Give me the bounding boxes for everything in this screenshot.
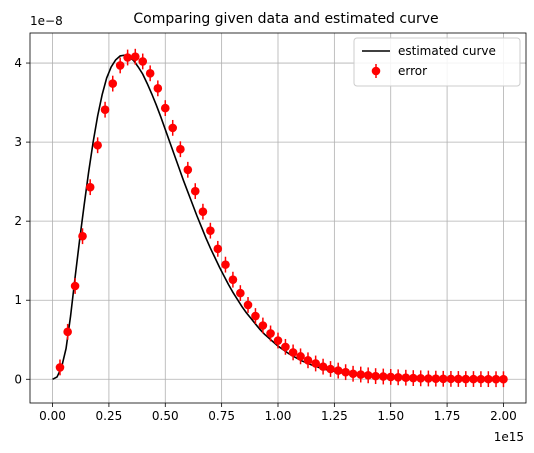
error-point [258,321,268,330]
x-tick-label: 1.50 [377,409,404,423]
x-tick-label: 0.25 [96,409,123,423]
error-point [243,300,253,310]
error-point [123,53,132,62]
error-point [431,374,441,383]
error-point [378,372,388,381]
error-point [266,329,275,338]
error-point [446,374,456,384]
error-point [371,371,380,381]
axis-ticks: 0.00 0.25 0.50 0.75 1.00 1.25 1.50 1.75 2.00 0 1 2 3… [14,56,516,423]
error-point [213,244,223,254]
error-point [251,311,260,321]
error-point [356,370,366,379]
error-point [393,373,403,382]
legend-curve-label: estimated curve [398,44,496,58]
error-point [236,288,245,298]
error-point [318,362,328,371]
error-point [303,356,313,365]
error-point [55,363,65,372]
error-point [484,374,493,384]
error-point [401,373,411,383]
error-point [454,374,463,384]
error-point [115,61,125,70]
error-point [461,374,471,384]
error-point [228,275,238,284]
error-point [326,364,335,374]
error-point [273,336,283,345]
error-point [145,69,155,78]
plot-area [52,48,508,388]
error-point [183,165,193,175]
error-point [333,366,343,375]
error-point [341,367,350,377]
error-point [491,374,501,384]
error-point [476,374,486,384]
chart-title: Comparing given data and estimated curve [133,11,438,27]
error-point [168,123,178,133]
error-point [288,348,298,357]
y-tick-label: 1 [14,293,22,307]
legend-error-label: error [398,64,427,78]
x-tick-label: 0.00 [39,409,66,423]
error-point [296,352,305,361]
error-point [160,103,170,113]
error-point [424,374,433,383]
error-point [176,144,185,154]
x-tick-label: 2.00 [490,409,517,423]
x-offset-label: 1e15 [494,430,524,444]
legend-box [353,37,521,87]
error-point [416,374,426,383]
x-tick-label: 1.75 [434,409,461,423]
error-point [363,371,373,380]
error-point [311,359,320,368]
legend-error-swatch-marker [371,66,381,76]
error-point [198,207,208,216]
error-point [85,182,95,192]
error-point [130,52,140,62]
error-point [108,79,118,88]
error-point [78,231,87,241]
x-tick-label: 1.00 [265,409,292,423]
error-point [63,327,72,337]
error-point [138,57,148,66]
y-tick-label: 3 [14,135,22,149]
error-point [153,84,163,93]
axes-frame [29,32,527,404]
error-point [206,226,215,235]
x-tick-label: 0.75 [208,409,235,423]
error-point [438,374,448,384]
error-point [281,342,290,352]
y-tick-label: 4 [14,56,22,70]
error-point [469,374,478,384]
error-point [408,373,418,383]
y-offset-label: 1e−8 [30,14,63,28]
legend: estimated curve error [353,37,521,87]
x-tick-label: 1.25 [321,409,348,423]
error-point [100,105,110,114]
y-tick-label: 2 [14,214,22,228]
y-tick-label: 0 [14,372,22,386]
error-point [499,374,508,384]
error-point [93,140,102,150]
error-point [386,372,396,382]
error-point [70,281,80,291]
error-point [190,186,200,196]
error-point [348,369,358,379]
error-point [221,260,230,269]
x-tick-label: 0.50 [152,409,179,423]
